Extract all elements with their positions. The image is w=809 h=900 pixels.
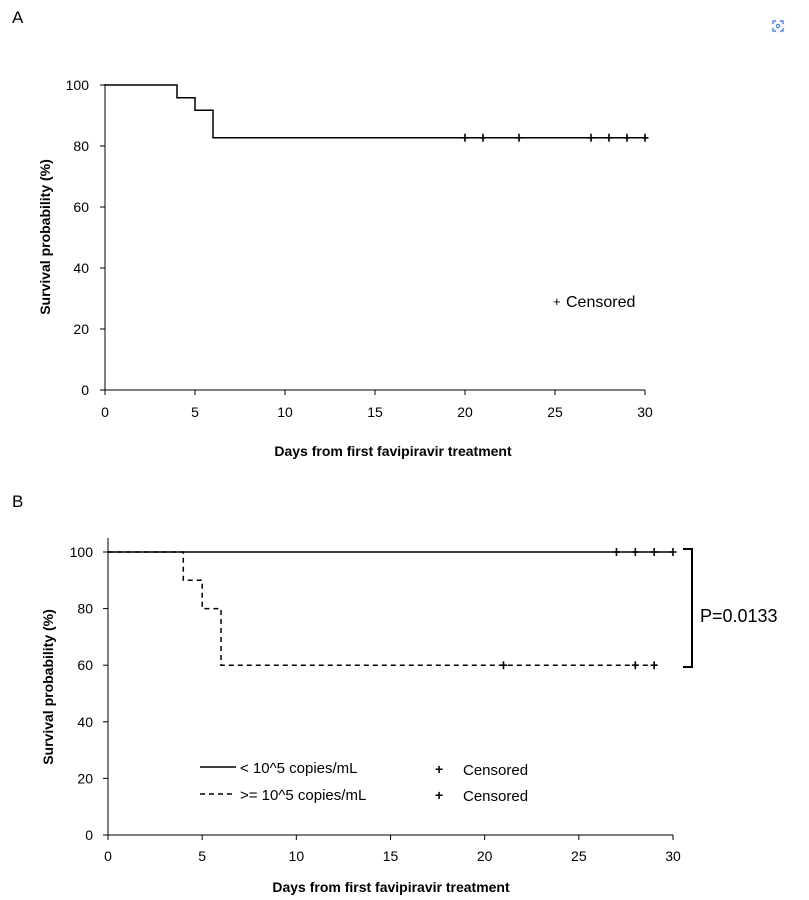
legend-a-marker: + — [553, 294, 561, 309]
survival-line-series-0 — [105, 84, 645, 139]
x-tick-label: 25 — [571, 848, 587, 864]
chart-panel-a: 0 20 40 60 80 100 0 5 10 15 20 25 30 Days from firs… — [37, 77, 653, 459]
y-tick-label: 80 — [77, 601, 93, 617]
p-value-annotation: P=0.0133 — [700, 606, 778, 626]
axes-b — [107, 538, 673, 836]
legend-dashed-censor-label: Censored — [463, 788, 528, 805]
y-tick-label: 60 — [77, 657, 93, 673]
expand-icon-glyph — [772, 20, 784, 32]
legend-dashed-label: >= 10^5 copies/mL — [240, 787, 366, 804]
y-tick-label: 100 — [70, 544, 94, 560]
censor-mark — [613, 548, 620, 556]
legend-solid-label: < 10^5 copies/mL — [240, 760, 358, 777]
legend-solid-censor-marker: + — [435, 761, 443, 777]
y-tick-label: 0 — [85, 827, 93, 843]
censor-mark — [631, 661, 639, 670]
bracket-line — [683, 548, 693, 668]
legend-b: < 10^5 copies/mL + Censored >= 10^5 copi… — [200, 760, 528, 805]
y-axis-title-a: Survival probability (%) — [37, 159, 53, 315]
x-axis-title-a: Days from first favipiravir treatment — [274, 443, 512, 459]
legend-dashed-censor-marker: + — [435, 787, 443, 803]
y-tick-label: 20 — [77, 770, 93, 786]
x-tick-label: 30 — [665, 848, 681, 864]
y-axis-title-b: Survival probability (%) — [40, 609, 56, 765]
censor-mark — [479, 133, 487, 142]
x-tick-label: 5 — [198, 848, 206, 864]
censor-mark — [500, 661, 507, 670]
chart-panel-b: 0 20 40 60 80 100 0 5 10 15 20 25 30 Days from firs… — [40, 538, 778, 895]
x-axis-title-b: Days from first favipiravir treatment — [272, 879, 510, 895]
censor-mark — [669, 548, 677, 556]
x-tick-label: 20 — [457, 404, 473, 420]
x-tick-label: 25 — [547, 404, 563, 420]
y-tick-label: 60 — [73, 199, 89, 215]
censor-mark — [631, 548, 639, 556]
panel-b-label: B — [12, 492, 24, 511]
x-tick-label: 20 — [477, 848, 493, 864]
expand-icon[interactable] — [770, 18, 786, 34]
legend-solid-censor-label: Censored — [463, 762, 528, 779]
legend-a-label: Censored — [566, 294, 635, 311]
axes-a — [104, 84, 645, 391]
x-tick-label: 10 — [289, 848, 305, 864]
x-tick-label: 15 — [383, 848, 399, 864]
y-tick-label: 100 — [66, 77, 90, 93]
censor-mark — [650, 548, 658, 556]
x-tick-label: 0 — [104, 848, 112, 864]
censor-mark — [587, 133, 595, 142]
y-tick-label: 0 — [81, 382, 89, 398]
x-tick-label: 0 — [101, 404, 109, 420]
censor-mark — [515, 133, 523, 142]
y-tick-label: 80 — [73, 138, 89, 154]
censor-mark — [623, 133, 631, 142]
y-tick-label: 40 — [73, 260, 89, 276]
p-value-bracket: P=0.0133 — [683, 548, 778, 668]
x-tick-label: 10 — [277, 404, 293, 420]
censor-mark — [605, 133, 613, 142]
x-tick-label: 5 — [191, 404, 199, 420]
censor-mark — [650, 661, 658, 670]
censor-mark — [461, 133, 469, 142]
x-tick-label: 30 — [637, 404, 653, 420]
survival-line-series-1 — [108, 551, 655, 666]
y-tick-label: 40 — [77, 714, 93, 730]
legend-a: + Censored — [553, 294, 635, 311]
x-tick-label: 15 — [367, 404, 383, 420]
censor-mark — [641, 133, 649, 142]
panel-a-label: A — [12, 8, 24, 27]
y-tick-label: 20 — [73, 321, 89, 337]
